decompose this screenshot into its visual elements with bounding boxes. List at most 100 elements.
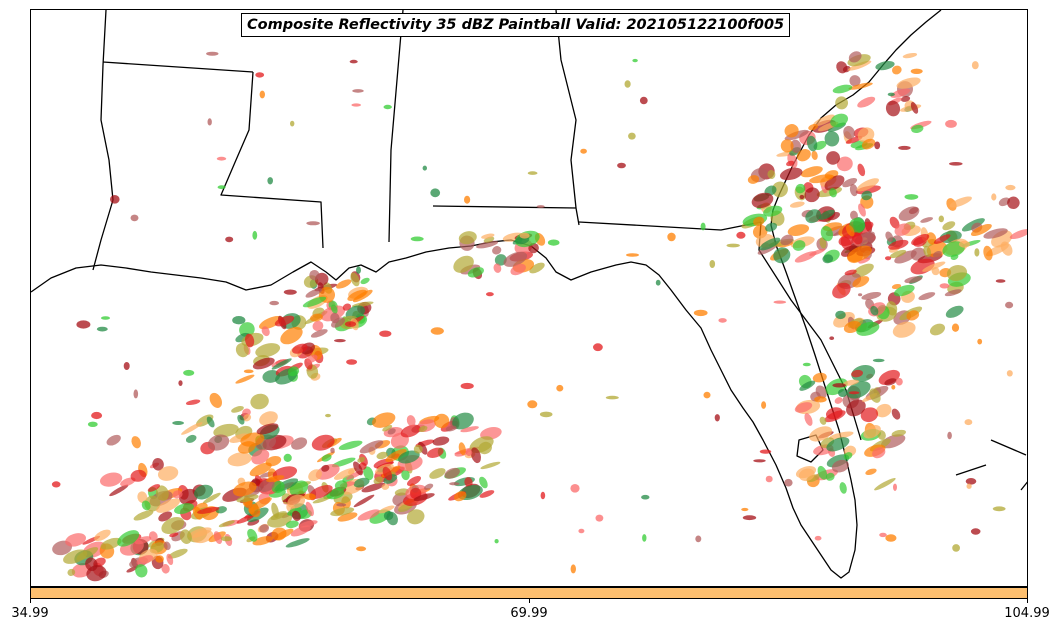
reflectivity-blob: [639, 96, 648, 105]
reflectivity-blob: [330, 507, 355, 517]
reflectivity-blob: [814, 535, 822, 541]
reflectivity-blob: [842, 177, 858, 188]
reflectivity-blob: [835, 310, 846, 320]
reflectivity-blob: [133, 510, 154, 521]
reflectivity-blob: [714, 414, 720, 422]
reflectivity-blob: [283, 289, 297, 295]
reflectivity-blob: [352, 89, 364, 93]
reflectivity-blob: [642, 534, 647, 542]
reflectivity-blob: [939, 283, 950, 289]
reflectivity-blob: [256, 423, 279, 435]
reflectivity-blob: [259, 90, 265, 99]
reflectivity-blob: [325, 413, 331, 418]
reflectivity-blob: [387, 428, 396, 435]
reflectivity-blob: [413, 444, 423, 454]
reflectivity-blob: [992, 506, 1006, 512]
reflectivity-blob: [334, 339, 346, 343]
reflectivity-blob: [800, 166, 823, 178]
reflectivity-blob: [765, 475, 773, 483]
reflectivity-blob: [847, 245, 872, 262]
reflectivity-blob: [261, 326, 270, 337]
reflectivity-blob: [252, 230, 258, 240]
reflectivity-blob: [353, 494, 375, 508]
reflectivity-blob: [794, 402, 813, 413]
reflectivity-blob: [155, 555, 164, 563]
reflectivity-blob: [856, 321, 880, 336]
reflectivity-blob: [1009, 228, 1027, 240]
reflectivity-blob: [156, 498, 181, 513]
reflectivity-blob: [351, 103, 362, 107]
reflectivity-blob: [458, 442, 466, 456]
reflectivity-blob: [865, 468, 877, 476]
reflectivity-blob: [848, 391, 860, 395]
state-border-6: [578, 221, 762, 231]
reflectivity-blob: [67, 568, 76, 576]
reflectivity-blob: [464, 477, 473, 488]
reflectivity-blob: [911, 124, 924, 134]
reflectivity-blob: [995, 279, 1006, 283]
reflectivity-blob: [349, 59, 358, 64]
reflectivity-blob: [617, 162, 626, 169]
reflectivity-blob: [540, 491, 546, 500]
reflectivity-blob: [158, 511, 173, 522]
reflectivity-blob: [305, 288, 323, 298]
reflectivity-blob: [406, 509, 425, 525]
reflectivity-blob: [51, 481, 61, 488]
reflectivity-blob: [136, 555, 154, 566]
reflectivity-blob: [86, 565, 107, 582]
reflectivity-blob: [773, 247, 791, 264]
reflectivity-blob: [292, 343, 308, 354]
map-title: Composite Reflectivity 35 dBZ Paintball …: [241, 13, 791, 37]
state-border-4: [432, 205, 580, 226]
reflectivity-blob: [372, 412, 396, 428]
reflectivity-blob: [799, 194, 805, 200]
reflectivity-blob: [970, 528, 981, 535]
reflectivity-blob: [460, 382, 474, 390]
reflectivity-blob: [860, 407, 879, 423]
reflectivity-blob: [605, 395, 619, 400]
reflectivity-blob: [76, 547, 99, 561]
reflectivity-blob: [911, 233, 930, 246]
reflectivity-blob: [285, 538, 310, 548]
colorbar-tick: [30, 599, 31, 603]
reflectivity-blob: [206, 416, 215, 428]
reflectivity-blob: [857, 163, 866, 177]
reflectivity-blob: [479, 490, 495, 498]
reflectivity-blob: [321, 464, 330, 472]
reflectivity-blob: [709, 260, 716, 268]
reflectivity-blob: [626, 253, 639, 257]
reflectivity-blob: [76, 320, 91, 329]
reflectivity-blob: [197, 506, 220, 514]
reflectivity-blob: [188, 527, 212, 538]
reflectivity-blob: [632, 58, 638, 63]
reflectivity-blob: [65, 533, 87, 547]
reflectivity-blob: [217, 185, 226, 190]
reflectivity-blob: [848, 82, 873, 90]
reflectivity-blob: [486, 292, 494, 297]
reflectivity-blob: [700, 222, 706, 231]
reflectivity-blob: [885, 100, 901, 117]
reflectivity-blob: [812, 372, 827, 383]
reflectivity-blob: [452, 412, 474, 430]
reflectivity-blob: [207, 118, 212, 126]
reflectivity-blob: [843, 379, 859, 386]
reflectivity-blob: [831, 459, 849, 473]
reflectivity-blob: [237, 414, 245, 425]
reflectivity-blob: [479, 476, 488, 489]
reflectivity-blob: [910, 102, 919, 114]
reflectivity-blob: [285, 520, 299, 529]
reflectivity-blob: [444, 467, 460, 479]
reflectivity-blob: [828, 431, 854, 440]
reflectivity-blob: [382, 424, 393, 432]
reflectivity-blob: [225, 236, 234, 243]
reflectivity-blob: [312, 496, 332, 504]
reflectivity-blob: [406, 415, 416, 427]
reflectivity-blob: [829, 188, 837, 198]
reflectivity-blob: [338, 440, 363, 451]
reflectivity-blob: [860, 238, 874, 247]
reflectivity-blob: [117, 530, 140, 547]
reflectivity-blob: [342, 303, 352, 311]
reflectivity-blob: [998, 197, 1010, 207]
reflectivity-blob: [753, 216, 765, 227]
reflectivity-blob: [832, 383, 846, 388]
